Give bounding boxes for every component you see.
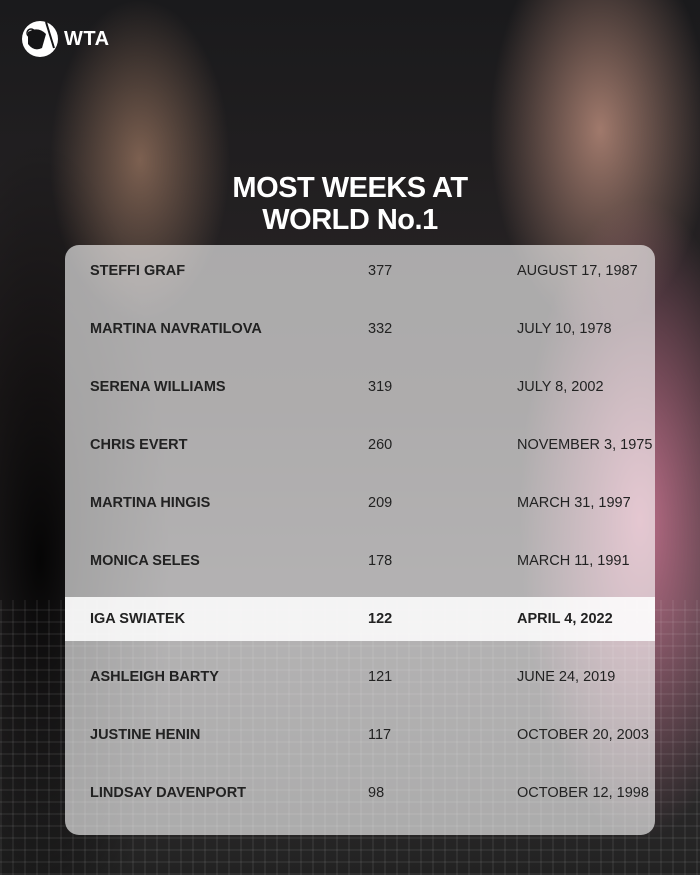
player-name: LINDSAY DAVENPORT [90, 785, 247, 801]
weeks-count: 122 [368, 611, 393, 627]
weeks-count: 117 [368, 727, 392, 743]
first-date: JUNE 24, 2019 [517, 669, 616, 685]
rankings-table: STEFFI GRAF 377 AUGUST 17, 1987 MARTINA NAV… [65, 245, 655, 835]
player-name: IGA SWIATEK [90, 611, 186, 627]
first-date: JULY 10, 1978 [517, 321, 612, 337]
weeks-count: 121 [368, 669, 393, 685]
title-line-1: MOST WEEKS AT [232, 172, 468, 204]
table-row: ASHLEIGH BARTY 121 JUNE 24, 2019 [65, 648, 655, 706]
title-line-2: WORLD No.1 [262, 204, 438, 236]
wta-logo: WTA [20, 18, 110, 60]
weeks-count: 260 [368, 437, 393, 453]
table-row: LINDSAY DAVENPORT 98 OCTOBER 12, 1998 [65, 764, 655, 822]
weeks-count: 332 [368, 321, 393, 337]
player-name: SERENA WILLIAMS [90, 379, 226, 395]
weeks-count: 209 [368, 495, 393, 511]
first-date: MARCH 11, 1991 [517, 553, 630, 569]
player-name: MARTINA HINGIS [90, 495, 211, 511]
first-date: APRIL 4, 2022 [517, 611, 613, 627]
weeks-count: 98 [368, 785, 385, 801]
player-name: ASHLEIGH BARTY [90, 669, 219, 685]
table-row: MARTINA HINGIS 209 MARCH 31, 1997 [65, 474, 655, 532]
first-date: JULY 8, 2002 [517, 379, 604, 395]
player-name: MONICA SELES [90, 553, 200, 569]
weeks-count: 319 [368, 379, 393, 395]
player-name: MARTINA NAVRATILOVA [90, 321, 262, 337]
player-name: STEFFI GRAF [90, 263, 186, 279]
wta-emblem-icon [22, 21, 58, 57]
weeks-count: 377 [368, 263, 393, 279]
table-row: JUSTINE HENIN 117 OCTOBER 20, 2003 [65, 706, 655, 764]
table-row: MARTINA NAVRATILOVA 332 JULY 10, 1978 [65, 300, 655, 358]
player-name: CHRIS EVERT [90, 437, 188, 453]
player-name: JUSTINE HENIN [90, 727, 201, 743]
first-date: MARCH 31, 1997 [517, 495, 631, 511]
table-row: MONICA SELES 178 MARCH 11, 1991 [65, 532, 655, 590]
table-row: CHRIS EVERT 260 NOVEMBER 3, 1975 [65, 416, 655, 474]
first-date: AUGUST 17, 1987 [517, 263, 638, 279]
logo-text: WTA [64, 27, 110, 50]
table-row: IGA SWIATEK 122 APRIL 4, 2022 [65, 597, 655, 641]
first-date: OCTOBER 20, 2003 [517, 727, 649, 743]
weeks-count: 178 [368, 553, 393, 569]
first-date: OCTOBER 12, 1998 [517, 785, 649, 801]
table-row: STEFFI GRAF 377 AUGUST 17, 1987 [65, 242, 655, 300]
first-date: NOVEMBER 3, 1975 [517, 437, 653, 453]
table-row: SERENA WILLIAMS 319 JULY 8, 2002 [65, 358, 655, 416]
page-title: MOST WEEKS AT WORLD No.1 [0, 172, 700, 236]
